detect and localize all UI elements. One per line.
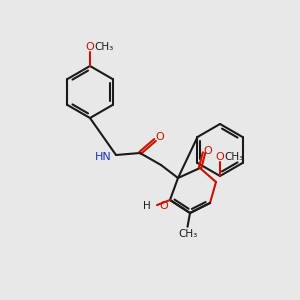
Text: O: O (159, 201, 168, 211)
Text: O: O (156, 132, 164, 142)
Text: O: O (216, 152, 224, 162)
Text: O: O (85, 42, 94, 52)
Text: HN: HN (95, 152, 112, 162)
Text: H: H (143, 201, 151, 211)
Text: CH₃: CH₃ (178, 229, 197, 239)
Text: CH₃: CH₃ (94, 42, 114, 52)
Text: O: O (204, 146, 212, 155)
Text: CH₃: CH₃ (224, 152, 244, 162)
